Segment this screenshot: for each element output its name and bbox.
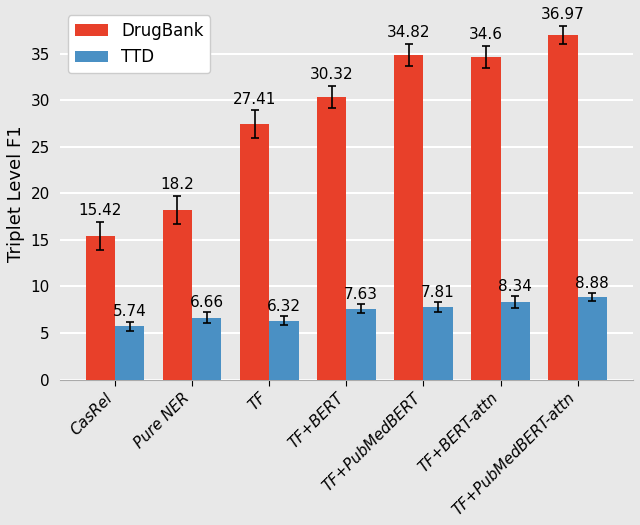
Text: 34.6: 34.6 — [469, 27, 503, 43]
Bar — [346, 309, 376, 380]
Bar — [500, 302, 530, 380]
Text: 7.81: 7.81 — [421, 285, 455, 300]
Text: 6.66: 6.66 — [189, 295, 224, 310]
Text: 8.88: 8.88 — [575, 276, 609, 291]
Bar — [163, 210, 192, 380]
Text: 34.82: 34.82 — [387, 25, 431, 40]
Text: 6.32: 6.32 — [267, 299, 301, 314]
Bar — [269, 321, 298, 380]
Text: 15.42: 15.42 — [79, 203, 122, 218]
Bar — [86, 236, 115, 380]
Bar — [548, 35, 578, 380]
Text: 5.74: 5.74 — [113, 304, 147, 319]
Text: 18.2: 18.2 — [161, 177, 195, 192]
Text: 36.97: 36.97 — [541, 7, 585, 22]
Text: 8.34: 8.34 — [499, 279, 532, 294]
Text: 7.63: 7.63 — [344, 287, 378, 301]
Bar — [424, 307, 452, 380]
Bar — [115, 326, 144, 380]
Y-axis label: Triplet Level F1: Triplet Level F1 — [7, 125, 25, 261]
Bar — [471, 57, 500, 380]
Bar — [192, 318, 221, 380]
Bar — [240, 124, 269, 380]
Bar — [394, 55, 424, 380]
Bar — [578, 297, 607, 380]
Bar — [317, 97, 346, 380]
Legend: DrugBank, TTD: DrugBank, TTD — [68, 15, 211, 73]
Text: 27.41: 27.41 — [233, 91, 276, 107]
Text: 30.32: 30.32 — [310, 67, 353, 82]
